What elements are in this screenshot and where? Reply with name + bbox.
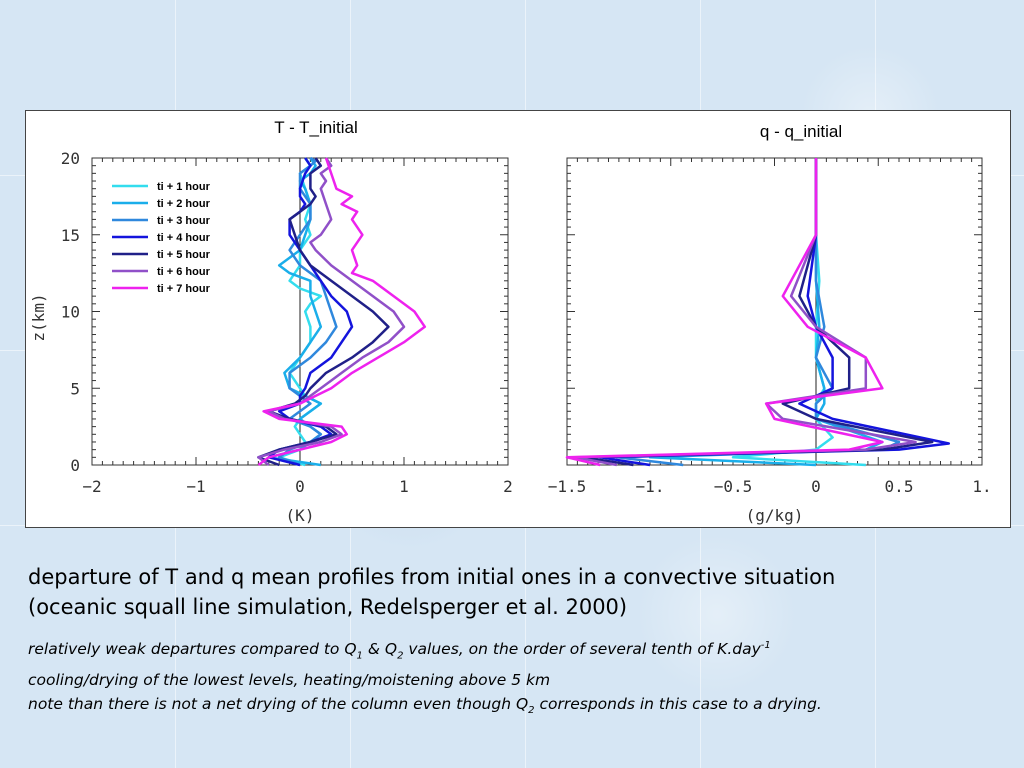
legend-label: ti + 5 hour [157, 249, 211, 261]
x-tick-label: 2 [503, 477, 513, 496]
series-line [565, 158, 884, 467]
legend-label: ti + 4 hour [157, 232, 211, 244]
x-axis-label: (g/kg) [746, 506, 804, 525]
x-tick-label: −2 [82, 477, 101, 496]
x-tick-label: −1. [636, 477, 665, 496]
caption-line-1: departure of T and q mean profiles from … [28, 565, 836, 589]
y-tick-label: 5 [70, 379, 80, 398]
legend-label: ti + 1 hour [157, 181, 211, 193]
note-cooling-drying: cooling/drying of the lowest levels, hea… [28, 671, 551, 690]
series-line [257, 157, 390, 467]
caption: departure of T and q mean profiles from … [28, 562, 1008, 622]
series-line [731, 158, 866, 467]
series-line [615, 158, 901, 467]
series-line [267, 157, 354, 467]
x-tick-label: 0 [295, 477, 305, 496]
x-tick-label: −1.5 [548, 477, 587, 496]
chart-title: T - T_initial [274, 118, 357, 137]
series-line [582, 158, 934, 467]
x-tick-label: −1 [186, 477, 205, 496]
x-tick-label: −0.5 [714, 477, 753, 496]
x-tick-label: 0 [811, 477, 821, 496]
series-line [277, 157, 323, 467]
legend-label: ti + 7 hour [157, 283, 211, 295]
y-tick-label: 0 [70, 456, 80, 475]
series-line [277, 156, 338, 467]
chart-title: q - q_initial [760, 122, 842, 141]
legend-label: ti + 6 hour [157, 266, 211, 278]
legend-label: ti + 3 hour [157, 215, 211, 227]
note-weak-departures: relatively weak departures compared to Q… [28, 640, 771, 662]
series-line [648, 158, 884, 467]
note-net-drying: note than there is not a net drying of t… [28, 695, 822, 717]
caption-notes: relatively weak departures compared to Q… [28, 634, 1018, 723]
series-line [574, 158, 917, 467]
caption-line-2: (oceanic squall line simulation, Redelsp… [28, 595, 628, 619]
x-axis-label: (K) [286, 506, 315, 525]
y-tick-label: 10 [61, 303, 80, 322]
y-tick-label: 20 [61, 149, 80, 168]
y-tick-label: 15 [61, 226, 80, 245]
series-line [257, 157, 406, 467]
x-tick-label: 1. [972, 477, 991, 496]
y-axis-label: z(km) [29, 293, 48, 341]
legend-label: ti + 2 hour [157, 198, 211, 210]
series-line [257, 157, 427, 467]
figure-panel: T - T_initial −2 −1 0 1 2 0 5 10 15 20 z(km) (K) ti +… [25, 110, 1011, 528]
x-tick-label: 1 [399, 477, 409, 496]
x-tick-label: 0.5 [885, 477, 914, 496]
